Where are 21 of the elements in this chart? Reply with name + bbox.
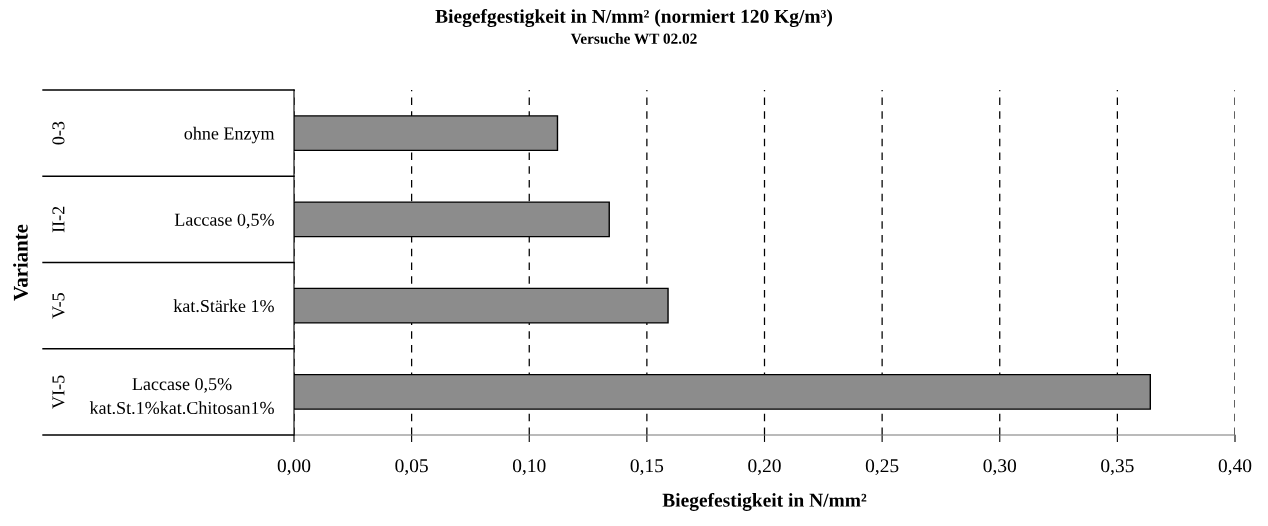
- x-tick-label: 0,00: [277, 459, 311, 476]
- x-tick-label: 0,15: [630, 459, 664, 476]
- y-tick-label: Laccase 0,5% kat.St.1%kat.Chitosan1%: [89, 377, 274, 415]
- x-tick-label: 0,40: [1218, 459, 1252, 476]
- text: 0-3: [52, 121, 65, 145]
- text: V-5: [52, 293, 65, 319]
- x-tick-label: 0,25: [865, 459, 899, 476]
- y-tick-label: kat.Stärke 1%: [173, 299, 274, 313]
- x-tick-label: 0,05: [395, 459, 428, 476]
- text: II-2: [52, 206, 65, 233]
- text: VI-5: [52, 375, 65, 409]
- y-axis-title: Variante: [13, 224, 28, 301]
- chart-title: Biegefgestigkeit in N/mm² (normiert 120 Kg/m³): [435, 9, 833, 27]
- y-tick-label: Laccase 0,5%: [174, 213, 274, 229]
- x-tick-label: 0,30: [983, 459, 1017, 476]
- chart-subtitle: Versuche WT 02.02: [570, 33, 697, 44]
- y-tick-label: ohne Enzym: [184, 126, 275, 144]
- x-tick-label: 0,10: [512, 459, 546, 476]
- x-tick-label: 0,20: [748, 459, 781, 476]
- x-tick-label: 0,35: [1101, 459, 1134, 476]
- x-axis-title: Biegefestigkeit in N/mm²: [662, 492, 867, 511]
